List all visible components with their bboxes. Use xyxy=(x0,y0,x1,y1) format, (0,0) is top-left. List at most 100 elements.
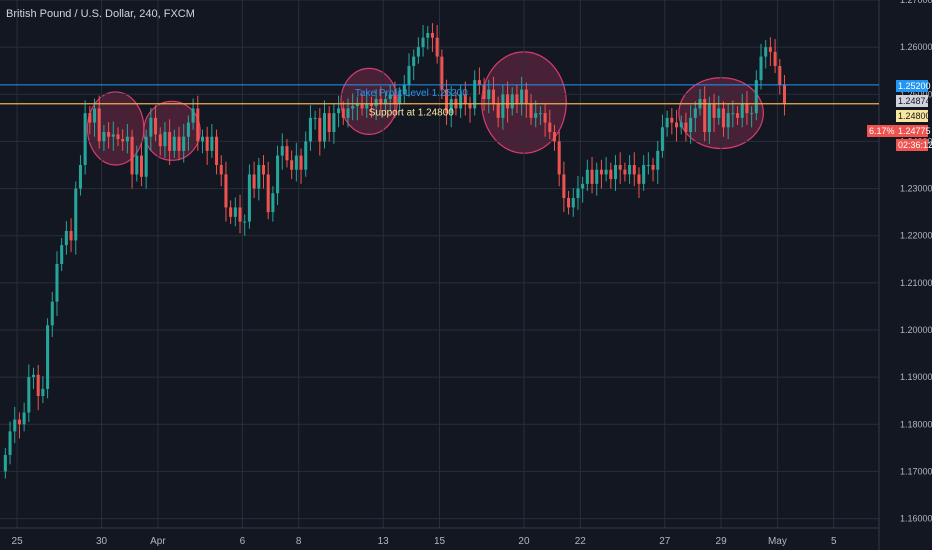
y-tick-label: 1.21000 xyxy=(900,278,932,288)
candle-body xyxy=(538,113,542,115)
candle-body xyxy=(196,108,200,142)
horizontal-levels: Take Profit Level 1.25200 Support at 1.24… xyxy=(0,84,879,119)
x-tick-label: 6 xyxy=(240,536,246,547)
candles xyxy=(3,23,787,479)
candle-body xyxy=(524,89,528,104)
candle-body xyxy=(369,103,373,107)
last-price-tag: 1.24775 xyxy=(896,125,931,137)
candle-body xyxy=(186,122,190,137)
candle-body xyxy=(750,113,754,115)
candle-body xyxy=(679,122,683,128)
candle-body xyxy=(252,174,256,189)
candle-body xyxy=(144,136,148,177)
x-tick-label: 13 xyxy=(378,536,390,547)
candle-body xyxy=(726,113,730,128)
candle-body xyxy=(689,117,693,132)
candle-body xyxy=(426,33,430,38)
resistance-price-tag: 1.25200 xyxy=(896,80,931,92)
candle-body xyxy=(22,412,26,425)
x-tick-label: 27 xyxy=(659,536,671,547)
candle-body xyxy=(130,136,134,175)
candle-body xyxy=(520,89,524,104)
highlight-zone xyxy=(86,91,145,166)
candle-body xyxy=(703,99,707,132)
candle-body xyxy=(623,169,627,175)
candle-body xyxy=(55,264,59,302)
candle-body xyxy=(515,94,519,104)
candle-body xyxy=(416,47,420,57)
y-tick-label: 1.18000 xyxy=(900,419,932,429)
candle-body xyxy=(322,113,327,142)
candle-body xyxy=(468,103,472,109)
candle-body xyxy=(721,108,725,128)
candle-body xyxy=(712,103,716,118)
candle-body xyxy=(327,113,331,132)
candle-body xyxy=(552,132,557,142)
candle-body xyxy=(383,99,388,104)
y-tick-label: 1.17000 xyxy=(900,466,932,476)
candle-body xyxy=(8,431,12,455)
resistance-label: Take Profit Level 1.25200 xyxy=(355,88,468,99)
candle-body xyxy=(200,136,205,142)
candle-body xyxy=(304,141,308,170)
candle-body xyxy=(651,165,655,170)
candle-body xyxy=(693,108,697,118)
candle-body xyxy=(534,113,538,118)
candle-body xyxy=(13,419,17,432)
candle-body xyxy=(121,139,125,142)
candle-body xyxy=(487,89,491,99)
candle-body xyxy=(97,108,101,142)
candle-body xyxy=(628,165,632,175)
candle-body xyxy=(731,113,735,115)
candle-body xyxy=(111,134,115,137)
candle-body xyxy=(158,134,162,147)
candle-body xyxy=(445,89,449,114)
candle-body xyxy=(764,47,768,57)
candle-body xyxy=(613,165,618,180)
candle-body xyxy=(782,84,787,104)
candle-body xyxy=(609,169,613,180)
candle-body xyxy=(759,56,763,81)
candle-body xyxy=(294,155,298,170)
candle-body xyxy=(637,174,641,184)
candle-body xyxy=(402,84,406,95)
candle-body xyxy=(36,374,40,396)
candle-body xyxy=(374,99,378,107)
candle-body xyxy=(473,80,477,109)
candle-body xyxy=(285,146,289,161)
x-tick-label: May xyxy=(768,536,787,547)
candle-body xyxy=(562,174,566,198)
candle-body xyxy=(299,155,303,170)
candle-body xyxy=(219,165,223,175)
change-percent-tag: 6.17% xyxy=(867,125,897,137)
candle-body xyxy=(379,99,383,104)
candle-body xyxy=(440,56,444,90)
candle-body xyxy=(182,136,186,151)
x-tick-label: 20 xyxy=(518,536,530,547)
x-tick-label: 8 xyxy=(296,536,302,547)
candle-body xyxy=(308,117,312,142)
candle-body xyxy=(271,193,275,213)
y-tick-label: 1.23000 xyxy=(900,184,932,194)
time-axis-ticks: 25 30 Apr 6 8 13 15 20 22 27 29 May 5 xyxy=(12,536,837,547)
candle-body xyxy=(139,155,143,177)
candle-body xyxy=(365,103,369,109)
candle-body xyxy=(670,117,674,123)
candle-body xyxy=(435,37,439,57)
candle-body xyxy=(618,165,622,170)
candle-body xyxy=(585,169,589,184)
y-tick-label: 1.20000 xyxy=(900,325,932,335)
candle-body xyxy=(421,37,425,48)
candle-body xyxy=(388,94,392,99)
chart-title: British Pound / U.S. Dollar, 240, FXCM xyxy=(6,8,195,20)
y-tick-label: 1.26000 xyxy=(900,42,932,52)
candle-body xyxy=(496,103,500,118)
candle-body xyxy=(64,231,68,246)
candle-body xyxy=(360,103,364,109)
candle-body xyxy=(768,47,772,52)
candle-body xyxy=(778,66,782,85)
candle-body xyxy=(595,169,599,184)
support-label: Support at 1.24800 xyxy=(369,108,455,119)
candle-body xyxy=(407,66,411,85)
